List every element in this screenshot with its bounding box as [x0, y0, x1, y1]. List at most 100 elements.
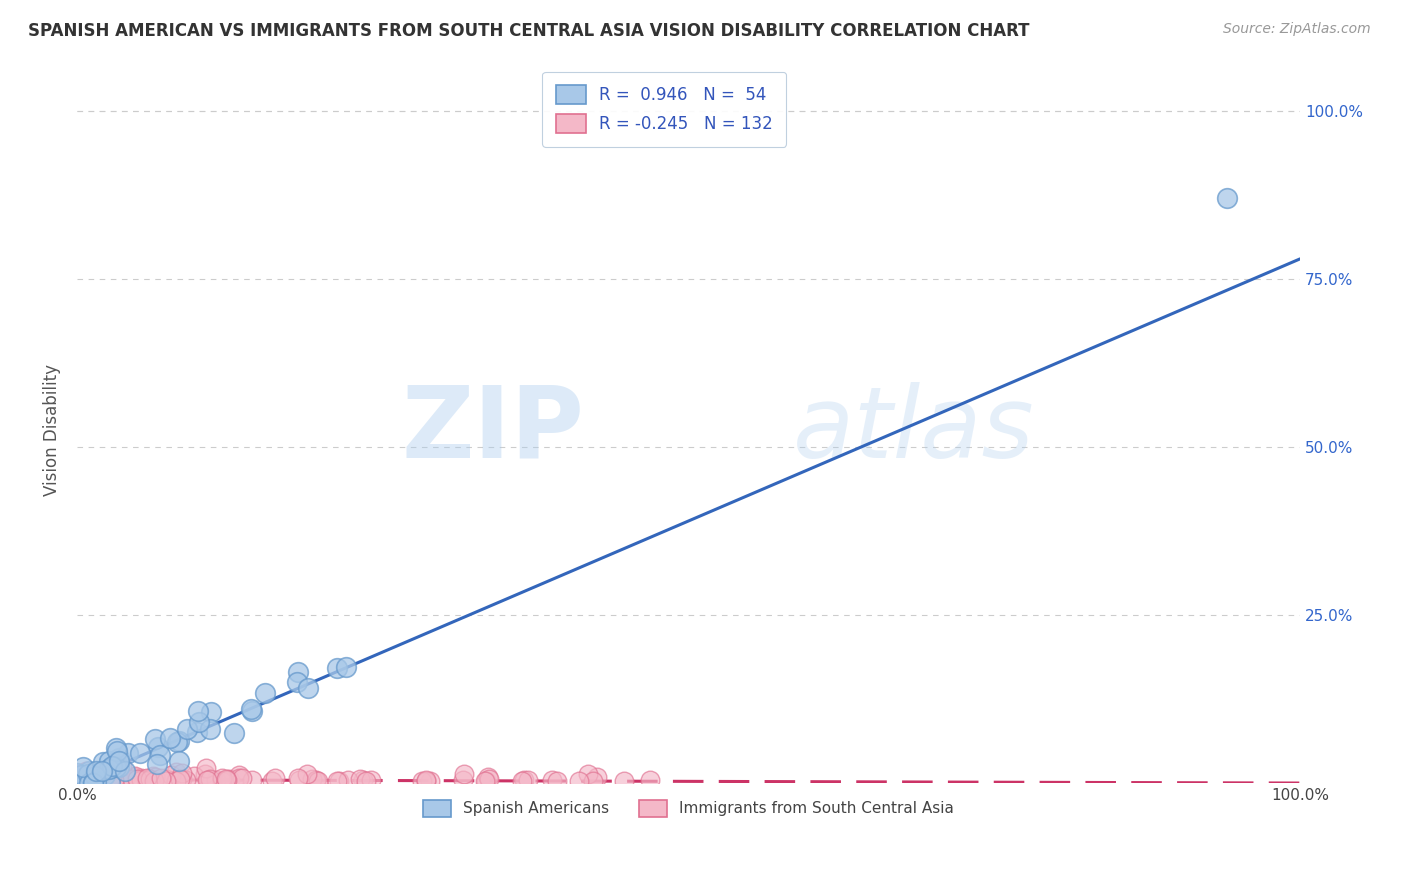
Point — [231, 772, 253, 786]
Point — [253, 686, 276, 700]
Point — [155, 773, 177, 788]
Point — [222, 725, 245, 739]
Text: atlas: atlas — [793, 382, 1035, 479]
Point — [72, 773, 94, 788]
Point — [349, 772, 371, 786]
Point — [335, 659, 357, 673]
Point — [72, 759, 94, 773]
Point — [124, 770, 146, 784]
Point — [129, 746, 152, 760]
Point — [114, 764, 136, 778]
Point — [73, 771, 96, 785]
Point — [101, 770, 124, 784]
Point — [576, 766, 599, 780]
Point — [66, 765, 89, 780]
Point — [77, 776, 100, 790]
Point — [239, 702, 262, 716]
Point — [295, 767, 318, 781]
Point — [107, 754, 129, 768]
Point — [79, 772, 101, 787]
Point — [356, 774, 378, 789]
Point — [82, 776, 104, 790]
Point — [67, 773, 90, 788]
Point — [97, 773, 120, 788]
Point — [69, 773, 91, 788]
Point — [108, 751, 131, 765]
Point — [84, 764, 107, 778]
Point — [183, 770, 205, 784]
Point — [112, 771, 135, 785]
Point — [352, 773, 374, 788]
Point — [75, 772, 97, 787]
Point — [100, 769, 122, 783]
Point — [287, 665, 309, 679]
Point — [73, 772, 96, 787]
Point — [582, 774, 605, 789]
Point — [540, 772, 562, 787]
Point — [82, 770, 104, 784]
Point — [135, 774, 157, 789]
Point — [103, 772, 125, 787]
Point — [108, 760, 131, 774]
Point — [228, 771, 250, 785]
Point — [546, 774, 568, 789]
Point — [419, 773, 441, 788]
Point — [125, 772, 148, 786]
Point — [82, 773, 104, 788]
Point — [91, 773, 114, 788]
Point — [198, 722, 221, 736]
Point — [215, 772, 238, 786]
Point — [150, 772, 173, 786]
Point — [415, 773, 437, 788]
Point — [84, 774, 107, 789]
Point — [82, 776, 104, 790]
Point — [77, 772, 100, 787]
Point — [638, 772, 661, 787]
Point — [169, 772, 191, 786]
Point — [98, 761, 121, 775]
Point — [328, 774, 350, 789]
Point — [217, 772, 239, 787]
Point — [211, 773, 233, 788]
Point — [104, 740, 127, 755]
Point — [121, 772, 143, 787]
Point — [83, 768, 105, 782]
Point — [97, 770, 120, 784]
Point — [67, 772, 90, 787]
Point — [186, 724, 208, 739]
Point — [89, 772, 111, 786]
Point — [100, 759, 122, 773]
Point — [101, 770, 124, 784]
Point — [167, 734, 190, 748]
Point — [477, 770, 499, 784]
Point — [91, 755, 114, 769]
Point — [80, 773, 103, 788]
Point — [98, 771, 121, 785]
Point — [240, 704, 263, 718]
Point — [160, 767, 183, 781]
Point — [195, 761, 218, 775]
Point — [228, 768, 250, 782]
Point — [122, 773, 145, 788]
Point — [160, 774, 183, 789]
Text: SPANISH AMERICAN VS IMMIGRANTS FROM SOUTH CENTRAL ASIA VISION DISABILITY CORRELA: SPANISH AMERICAN VS IMMIGRANTS FROM SOUT… — [28, 22, 1029, 40]
Point — [69, 771, 91, 785]
Point — [474, 773, 496, 788]
Point — [66, 772, 89, 787]
Point — [111, 759, 134, 773]
Point — [285, 675, 308, 690]
Point — [148, 739, 170, 754]
Point — [159, 731, 181, 746]
Legend: Spanish Americans, Immigrants from South Central Asia: Spanish Americans, Immigrants from South… — [415, 792, 962, 825]
Point — [75, 764, 97, 778]
Point — [117, 746, 139, 760]
Point — [66, 767, 89, 781]
Point — [124, 769, 146, 783]
Point — [91, 773, 114, 788]
Point — [76, 770, 98, 784]
Point — [264, 771, 287, 785]
Point — [143, 773, 166, 788]
Point — [451, 773, 474, 788]
Point — [91, 764, 114, 778]
Point — [91, 771, 114, 785]
